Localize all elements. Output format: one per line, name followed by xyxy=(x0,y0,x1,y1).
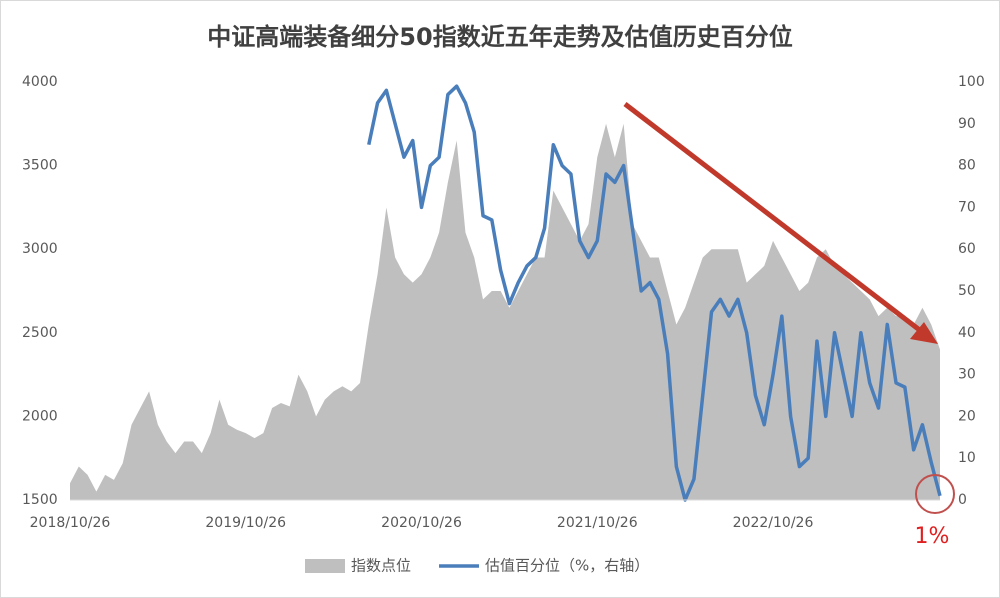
y2-tick-label: 90 xyxy=(958,116,976,132)
legend-label: 估值百分位（%，右轴） xyxy=(485,557,649,575)
y2-tick-label: 100 xyxy=(958,74,985,90)
x-tick-label: 2020/10/26 xyxy=(381,515,462,531)
y2-tick-label: 60 xyxy=(958,241,976,257)
y2-tick-label: 10 xyxy=(958,450,976,466)
y2-tick-label: 40 xyxy=(958,325,976,341)
x-tick-label: 2018/10/26 xyxy=(30,515,111,531)
legend-label: 指数点位 xyxy=(351,557,411,575)
x-tick-label: 2021/10/26 xyxy=(557,515,638,531)
highlight-circle xyxy=(915,474,955,514)
y2-tick-label: 30 xyxy=(958,367,976,383)
y2-tick-label: 0 xyxy=(958,492,967,508)
annotation: 1% xyxy=(915,524,950,549)
y-tick-label: 3000 xyxy=(22,241,58,257)
legend-swatch xyxy=(305,559,345,573)
y-tick-label: 2000 xyxy=(22,408,58,424)
valuation-line xyxy=(367,84,942,502)
trend-arrow xyxy=(623,102,932,340)
y2-tick-label: 70 xyxy=(958,199,976,215)
y2-tick-label: 50 xyxy=(958,283,976,299)
x-tick-label: 2022/10/26 xyxy=(733,515,814,531)
y-tick-label: 2500 xyxy=(22,325,58,341)
index-area xyxy=(70,123,940,501)
y-tick-label: 3500 xyxy=(22,158,58,174)
arrow-head xyxy=(910,322,938,344)
y-tick-label: 4000 xyxy=(22,74,58,90)
x-tick-label: 2019/10/26 xyxy=(205,515,286,531)
y2-tick-label: 80 xyxy=(958,158,976,174)
y-tick-label: 1500 xyxy=(22,492,58,508)
chart-title: 中证高端装备细分50指数近五年走势及估值历史百分位 xyxy=(207,23,792,51)
y2-tick-label: 20 xyxy=(958,408,976,424)
